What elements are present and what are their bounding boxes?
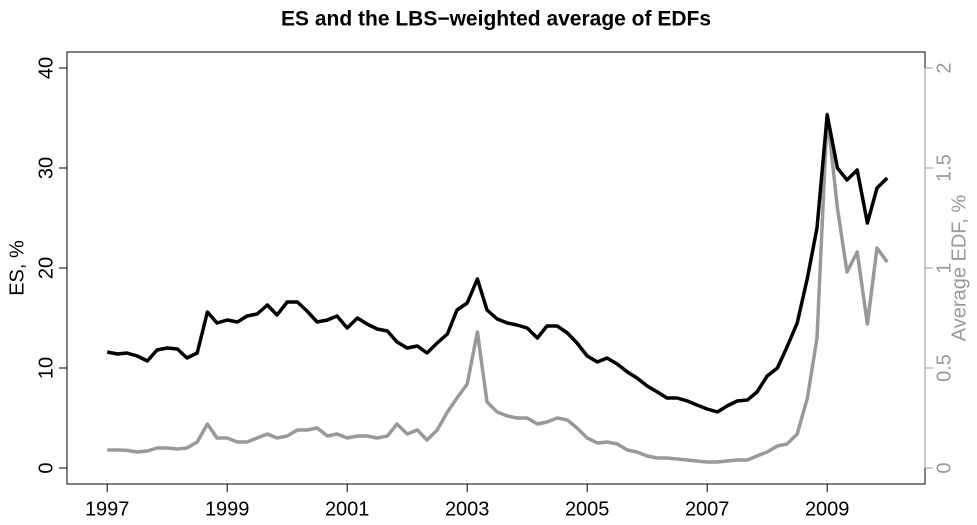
x-tick-label: 2009 xyxy=(805,498,850,520)
y-tick-label: 40 xyxy=(35,57,57,79)
y-tick-label: 10 xyxy=(35,357,57,379)
y2-tick-label: 1.5 xyxy=(933,154,955,182)
y-tick-label: 30 xyxy=(35,157,57,179)
x-tick-label: 2001 xyxy=(325,498,370,520)
x-tick-label: 1997 xyxy=(85,498,130,520)
x-tick-label: 2005 xyxy=(565,498,610,520)
y-tick-label: 20 xyxy=(35,257,57,279)
y-tick-label: 0 xyxy=(35,462,57,473)
y2-tick-label: 0.5 xyxy=(933,354,955,382)
series-line xyxy=(106,113,889,414)
y-axis-label: ES, % xyxy=(6,240,28,296)
y2-tick-label: 2 xyxy=(933,62,955,73)
y2-tick-label: 1 xyxy=(933,262,955,273)
plot-box xyxy=(66,51,926,485)
series-line xyxy=(107,112,889,464)
x-tick-label: 2003 xyxy=(445,498,490,520)
chart-title: ES and the LBS−weighted average of EDFs xyxy=(281,8,711,31)
y2-axis-label: Average EDF, % xyxy=(948,195,970,342)
x-tick-label: 2007 xyxy=(685,498,730,520)
y2-tick-label: 0 xyxy=(933,462,955,473)
x-tick-label: 1999 xyxy=(205,498,250,520)
